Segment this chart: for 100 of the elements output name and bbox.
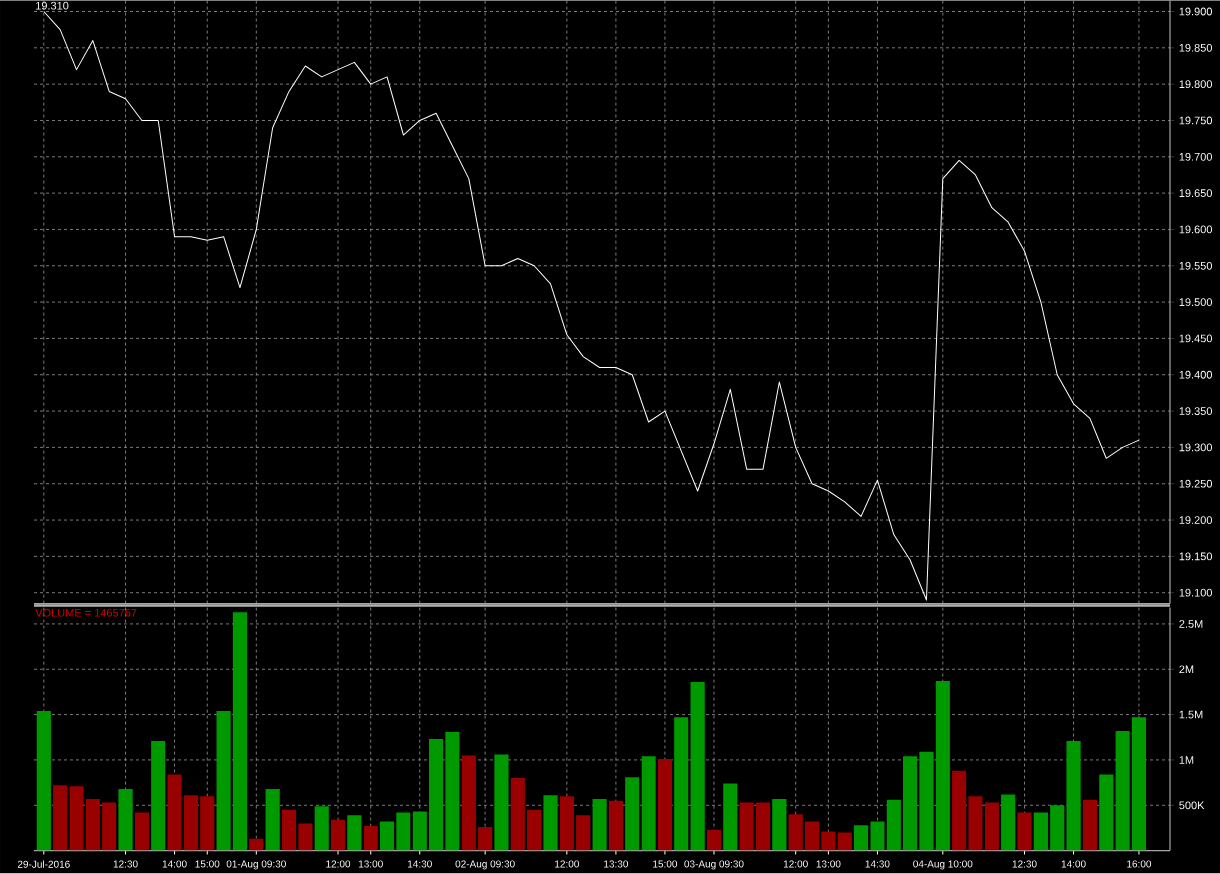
bar xyxy=(1066,741,1081,851)
bar xyxy=(314,806,329,851)
y-tick-label: 19.650 xyxy=(1179,189,1212,198)
bar xyxy=(657,759,673,851)
y-tick-label: 19.900 xyxy=(1179,7,1212,16)
y-tick-label: 19.200 xyxy=(1179,516,1212,525)
bar xyxy=(85,799,100,851)
y-tick-label: 19.700 xyxy=(1179,153,1212,161)
bar xyxy=(1001,794,1016,851)
bar xyxy=(494,754,509,851)
x-tick-label: 14:00 xyxy=(162,860,187,868)
bar xyxy=(265,789,280,851)
bar xyxy=(1099,774,1114,851)
bar xyxy=(363,826,378,851)
bar xyxy=(641,756,656,851)
bar xyxy=(837,832,852,851)
x-tick-label: 13:30 xyxy=(604,860,629,868)
y-tick-label: 19.600 xyxy=(1179,225,1212,234)
bar xyxy=(543,795,558,851)
bar xyxy=(347,815,362,851)
bar xyxy=(788,814,803,851)
x-tick-label: 14:00 xyxy=(1061,860,1086,868)
x-tick-label: 04-Aug 10:00 xyxy=(913,860,973,870)
bar xyxy=(412,811,427,851)
bar xyxy=(690,682,705,851)
x-tick-label: 12:00 xyxy=(783,860,808,868)
bar xyxy=(1131,717,1147,851)
bar xyxy=(396,812,411,851)
y-tick-label: 2.5M xyxy=(1179,620,1203,629)
y-tick-label: 19.150 xyxy=(1179,552,1212,561)
bar xyxy=(69,786,84,851)
annotation: 19.310 xyxy=(36,2,69,10)
bar xyxy=(232,612,248,851)
y-tick-label: 19.550 xyxy=(1179,262,1212,270)
y-tick-label: 19.450 xyxy=(1179,334,1212,343)
bar xyxy=(804,821,820,851)
bar xyxy=(576,815,591,851)
bar xyxy=(102,802,117,851)
bar xyxy=(608,800,623,851)
bar xyxy=(723,783,738,851)
bar xyxy=(510,778,525,851)
bar xyxy=(53,785,68,851)
y-tick-label: 1.5M xyxy=(1179,710,1203,719)
y-tick-label: 19.300 xyxy=(1179,443,1212,452)
y-tick-label: 19.750 xyxy=(1179,116,1212,125)
bar xyxy=(118,789,133,851)
x-tick-label: 12:00 xyxy=(555,860,579,868)
x-tick-label: 14:30 xyxy=(408,860,432,868)
x-tick-label: 12:00 xyxy=(326,860,351,868)
bar xyxy=(1017,812,1032,851)
bar xyxy=(919,751,934,851)
bar xyxy=(183,795,199,851)
bar xyxy=(870,821,885,851)
x-tick-label: 15:00 xyxy=(195,860,220,868)
bar xyxy=(1050,805,1065,851)
bar xyxy=(706,829,722,851)
bar xyxy=(478,827,493,851)
bar xyxy=(903,756,918,851)
x-tick-label: 16:00 xyxy=(1127,860,1152,868)
x-tick-label: 12:30 xyxy=(113,860,138,868)
x-tick-label: 13:00 xyxy=(816,860,841,868)
bar xyxy=(281,810,297,851)
x-tick-label: 29-Jul-2016 xyxy=(17,860,70,868)
x-tick-label: 14:30 xyxy=(865,860,890,868)
bar xyxy=(379,821,395,851)
bar xyxy=(755,802,771,851)
bar xyxy=(935,681,950,851)
x-tick-label: 02-Aug 09:30 xyxy=(455,860,515,870)
bar xyxy=(739,802,754,851)
bar xyxy=(445,732,460,851)
bar xyxy=(216,711,231,851)
y-tick-label: 2M xyxy=(1179,665,1194,674)
x-tick-label: 15:00 xyxy=(653,860,678,868)
x-tick-label: 12:30 xyxy=(1012,860,1037,868)
bar xyxy=(853,825,869,851)
y-tick-label: 19.500 xyxy=(1179,298,1212,307)
bar xyxy=(1082,800,1098,851)
y-tick-label: 19.350 xyxy=(1179,407,1212,416)
y-tick-label: 19.250 xyxy=(1179,480,1212,488)
bar xyxy=(625,777,640,851)
bar xyxy=(429,739,444,851)
bar xyxy=(151,741,166,851)
bar xyxy=(559,796,574,851)
bar xyxy=(527,810,542,851)
bar xyxy=(1115,731,1130,851)
bar xyxy=(330,819,346,851)
bar xyxy=(968,796,983,851)
bar xyxy=(984,802,999,851)
x-tick-label: 01-Aug 09:30 xyxy=(226,860,286,870)
bar xyxy=(674,717,689,851)
bar xyxy=(134,812,149,851)
bar xyxy=(249,839,264,851)
bar xyxy=(167,774,182,851)
bar xyxy=(36,711,51,851)
annotation: VOLUME = 1465767 xyxy=(35,609,137,617)
y-tick-label: 500K xyxy=(1179,801,1205,810)
y-tick-label: 19.850 xyxy=(1179,44,1212,52)
x-tick-label: 03-Aug 09:30 xyxy=(684,860,744,870)
y-tick-label: 1M xyxy=(1179,756,1194,764)
bar xyxy=(592,799,607,851)
